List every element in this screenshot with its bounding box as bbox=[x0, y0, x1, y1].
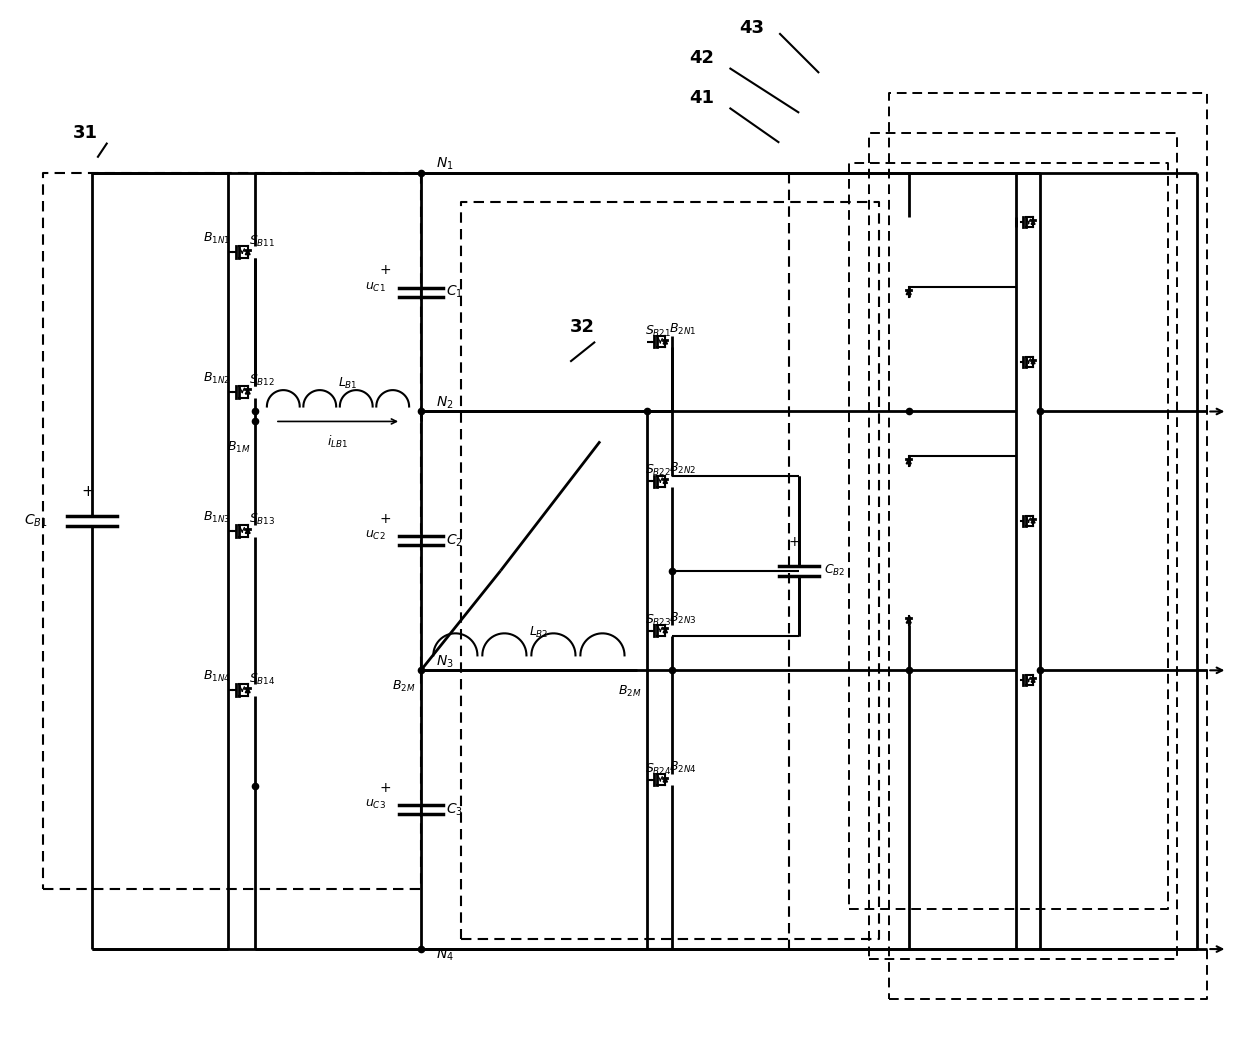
Polygon shape bbox=[663, 479, 667, 483]
Polygon shape bbox=[1032, 220, 1035, 224]
Text: $N_2$: $N_2$ bbox=[435, 395, 454, 411]
Polygon shape bbox=[246, 688, 250, 693]
Polygon shape bbox=[663, 628, 667, 632]
Text: $C_2$: $C_2$ bbox=[446, 532, 463, 549]
Text: 41: 41 bbox=[689, 89, 714, 107]
Text: $i_{LB1}$: $i_{LB1}$ bbox=[327, 435, 348, 450]
Text: 31: 31 bbox=[72, 124, 98, 142]
Polygon shape bbox=[906, 618, 911, 623]
Text: $B_{1N2}$: $B_{1N2}$ bbox=[203, 371, 231, 386]
Text: $u_{C1}$: $u_{C1}$ bbox=[366, 280, 386, 294]
Text: $B_{2N1}$: $B_{2N1}$ bbox=[668, 322, 696, 337]
Text: $B_{2M}$: $B_{2M}$ bbox=[619, 685, 642, 699]
Text: $C_1$: $C_1$ bbox=[446, 283, 463, 300]
Polygon shape bbox=[246, 250, 250, 254]
Text: 43: 43 bbox=[739, 19, 765, 38]
Polygon shape bbox=[663, 777, 667, 783]
Polygon shape bbox=[1032, 519, 1035, 523]
Text: $B_{2N3}$: $B_{2N3}$ bbox=[668, 611, 697, 625]
Polygon shape bbox=[1032, 678, 1035, 683]
Text: $B_{1M}$: $B_{1M}$ bbox=[227, 441, 250, 455]
Text: $B_{1N3}$: $B_{1N3}$ bbox=[203, 511, 231, 525]
Text: $C_3$: $C_3$ bbox=[446, 801, 463, 818]
Text: $N_1$: $N_1$ bbox=[435, 155, 454, 172]
Text: $B_{2M}$: $B_{2M}$ bbox=[393, 679, 415, 694]
Text: $S_{B21}$: $S_{B21}$ bbox=[645, 324, 671, 339]
Text: $B_{1N1}$: $B_{1N1}$ bbox=[203, 231, 231, 247]
Text: $B_{2N2}$: $B_{2N2}$ bbox=[668, 462, 696, 476]
Polygon shape bbox=[1032, 359, 1035, 364]
Text: 42: 42 bbox=[689, 49, 714, 67]
Polygon shape bbox=[663, 340, 667, 344]
Text: $B_{1N4}$: $B_{1N4}$ bbox=[203, 669, 231, 685]
Text: $B_{2N4}$: $B_{2N4}$ bbox=[668, 760, 697, 775]
Text: $N_3$: $N_3$ bbox=[435, 653, 454, 670]
Text: 32: 32 bbox=[570, 318, 595, 336]
Text: $L_{B1}$: $L_{B1}$ bbox=[339, 375, 358, 391]
Text: $L_{B2}$: $L_{B2}$ bbox=[529, 624, 548, 640]
Text: $S_{B12}$: $S_{B12}$ bbox=[249, 373, 275, 388]
Text: +: + bbox=[789, 535, 800, 549]
Text: +: + bbox=[379, 264, 391, 277]
Polygon shape bbox=[906, 458, 911, 464]
Text: +: + bbox=[379, 512, 391, 526]
Text: $u_{C2}$: $u_{C2}$ bbox=[366, 529, 386, 543]
Text: +: + bbox=[81, 485, 94, 499]
Polygon shape bbox=[246, 389, 250, 394]
Text: $N_4$: $N_4$ bbox=[435, 947, 454, 964]
Text: $u_{C3}$: $u_{C3}$ bbox=[365, 798, 386, 812]
Text: $S_{B22}$: $S_{B22}$ bbox=[645, 464, 671, 478]
Text: $S_{B23}$: $S_{B23}$ bbox=[645, 613, 671, 627]
Text: $S_{B24}$: $S_{B24}$ bbox=[645, 762, 671, 777]
Text: $C_{B1}$: $C_{B1}$ bbox=[24, 513, 47, 529]
Text: $C_{B2}$: $C_{B2}$ bbox=[825, 564, 846, 578]
Polygon shape bbox=[906, 290, 911, 295]
Text: $S_{B14}$: $S_{B14}$ bbox=[249, 672, 275, 687]
Text: +: + bbox=[379, 780, 391, 795]
Text: $S_{B13}$: $S_{B13}$ bbox=[249, 513, 275, 527]
Text: $S_{B11}$: $S_{B11}$ bbox=[249, 233, 275, 249]
Polygon shape bbox=[246, 528, 250, 534]
